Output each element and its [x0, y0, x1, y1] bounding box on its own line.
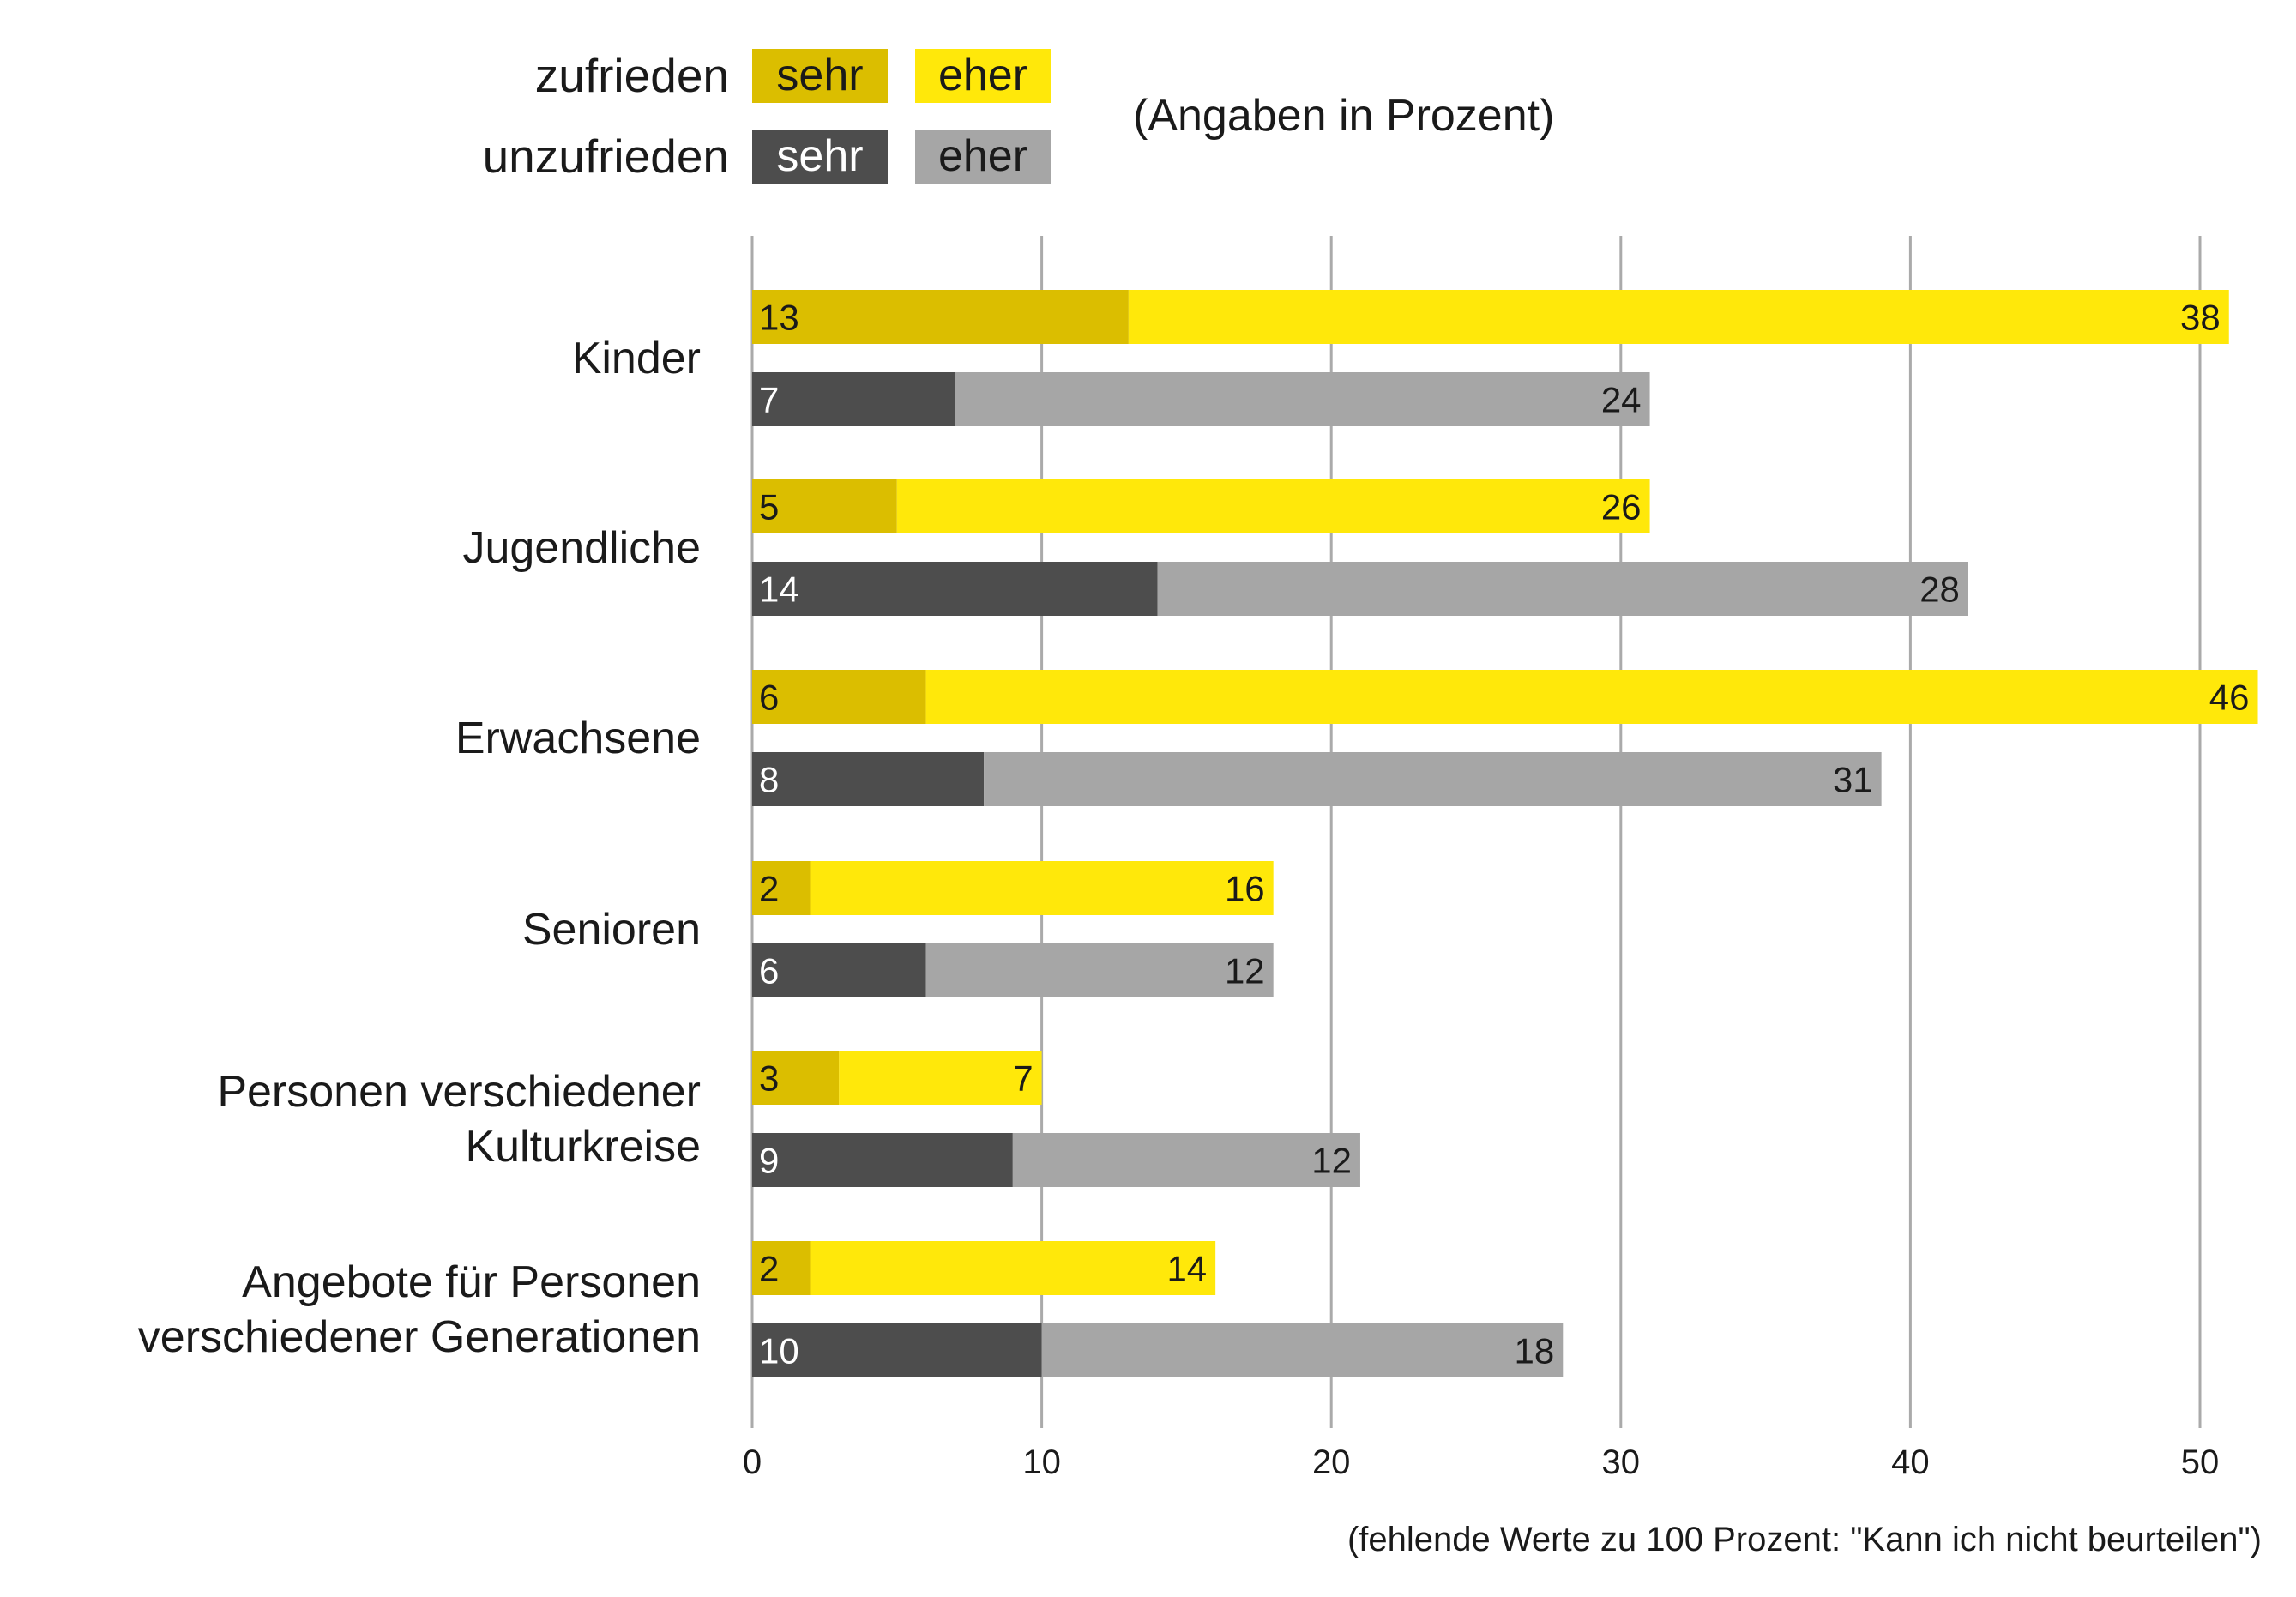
- bar-label-unzufrieden-sehr: 8: [759, 760, 779, 800]
- bar-label-unzufrieden-eher: 12: [1311, 1141, 1352, 1181]
- bar-unzufrieden-eher: [1157, 562, 1968, 616]
- category-label-erwachsene: Erwachsene: [455, 714, 701, 763]
- legend-row-label-zufrieden: zufrieden: [534, 49, 729, 102]
- bar-label-unzufrieden-sehr: 14: [759, 569, 799, 610]
- bar-label-zufrieden-sehr: 5: [759, 487, 779, 527]
- bar-label-zufrieden-sehr: 2: [759, 1249, 779, 1289]
- bar-zufrieden-sehr: [752, 1241, 811, 1295]
- x-tick-label: 10: [1022, 1443, 1061, 1481]
- bar-label-unzufrieden-sehr: 9: [759, 1141, 779, 1181]
- bar-unzufrieden-sehr: [752, 562, 1158, 616]
- bar-label-zufrieden-eher: 16: [1225, 869, 1265, 909]
- bar-zufrieden-eher: [810, 861, 1274, 915]
- bar-unzufrieden-sehr: [752, 752, 985, 806]
- bar-label-unzufrieden-eher: 24: [1601, 380, 1642, 420]
- legend-swatch-zufrieden-sehr: sehr: [752, 49, 888, 103]
- x-tick-label: 0: [743, 1443, 762, 1481]
- bar-zufrieden-sehr: [752, 670, 926, 724]
- bar-zufrieden-sehr: [752, 1051, 840, 1105]
- bar-zufrieden-sehr: [752, 290, 1129, 344]
- bar-unzufrieden-eher: [925, 943, 1274, 997]
- bar-unzufrieden-sehr: [752, 372, 955, 426]
- bar-zufrieden-sehr: [752, 479, 897, 533]
- bar-label-zufrieden-eher: 7: [1013, 1058, 1033, 1099]
- bar-unzufrieden-eher: [984, 752, 1882, 806]
- category-label-jugendliche: Jugendliche: [462, 523, 701, 573]
- bar-label-unzufrieden-eher: 12: [1225, 951, 1265, 991]
- bar-zufrieden-eher: [925, 670, 2258, 724]
- bar-label-zufrieden-sehr: 13: [759, 298, 799, 338]
- bar-label-zufrieden-sehr: 6: [759, 678, 779, 718]
- category-label-kulturkreise: Personen verschiedener Kulturkreise: [217, 1067, 701, 1172]
- category-label-generationen: Angebote für Personen verschiedener Gene…: [137, 1257, 701, 1362]
- bar-label-zufrieden-eher: 14: [1166, 1249, 1207, 1289]
- legend-swatch-unzufrieden-sehr: sehr: [752, 130, 888, 184]
- bar-unzufrieden-eher: [1041, 1323, 1564, 1377]
- bar-unzufrieden-sehr: [752, 943, 926, 997]
- bar-zufrieden-eher: [896, 479, 1650, 533]
- bar-zufrieden-eher: [839, 1051, 1042, 1105]
- bar-unzufrieden-sehr: [752, 1133, 1013, 1187]
- x-tick-label: 40: [1891, 1443, 1930, 1481]
- bar-label-unzufrieden-eher: 31: [1833, 760, 1873, 800]
- x-tick-label: 20: [1312, 1443, 1351, 1481]
- bar-label-unzufrieden-eher: 18: [1515, 1331, 1555, 1371]
- bar-label-zufrieden-sehr: 3: [759, 1058, 779, 1099]
- bar-value-labels: 13 38 7 24 5 26 14 28 6 46 8 31 2 16 6 12 3 7 9 12 2 14 10 18: [759, 298, 2250, 1371]
- bar-label-zufrieden-eher: 38: [2180, 298, 2221, 338]
- category-label-senioren: Senioren: [521, 905, 701, 955]
- bar-zufrieden-sehr: [752, 861, 811, 915]
- bar-zufrieden-eher: [810, 1241, 1216, 1295]
- bar-zufrieden-eher: [1128, 290, 2229, 344]
- x-tick-label: 30: [1602, 1443, 1641, 1481]
- bar-label-unzufrieden-eher: 28: [1919, 569, 1960, 610]
- footnote: (fehlende Werte zu 100 Prozent: "Kann ic…: [1347, 1521, 2262, 1558]
- bar-unzufrieden-eher: [1012, 1133, 1360, 1187]
- bars: [752, 290, 2258, 1377]
- legend-swatch-zufrieden-eher: eher: [915, 49, 1051, 103]
- bar-label-unzufrieden-sehr: 10: [759, 1331, 799, 1371]
- legend-swatch-unzufrieden-eher: eher: [915, 130, 1051, 184]
- bar-label-zufrieden-eher: 26: [1601, 487, 1642, 527]
- x-tick-label: 50: [2181, 1443, 2220, 1481]
- bar-unzufrieden-sehr: [752, 1323, 1042, 1377]
- category-label-kinder: Kinder: [571, 334, 701, 383]
- bar-label-unzufrieden-sehr: 7: [759, 380, 779, 420]
- bar-label-zufrieden-sehr: 2: [759, 869, 779, 909]
- x-axis-tick-labels: 0 10 20 30 40 50: [743, 1443, 2219, 1481]
- grid-lines: [750, 236, 2202, 1428]
- units-note: (Angaben in Prozent): [1133, 91, 1555, 141]
- bar-unzufrieden-eher: [955, 372, 1650, 426]
- legend-row-label-unzufrieden: unzufrieden: [482, 130, 729, 183]
- bar-label-zufrieden-eher: 46: [2209, 678, 2250, 718]
- bar-label-unzufrieden-sehr: 6: [759, 951, 779, 991]
